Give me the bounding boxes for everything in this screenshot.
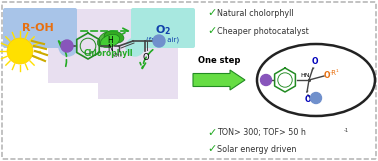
Text: One step: One step <box>198 56 240 65</box>
FancyArrow shape <box>193 70 245 90</box>
Text: ✓: ✓ <box>207 144 216 154</box>
Text: Chlorophyll: Chlorophyll <box>83 48 133 57</box>
Text: ·R¹: ·R¹ <box>329 70 339 76</box>
FancyBboxPatch shape <box>131 8 195 48</box>
Text: Cheaper photocatalyst: Cheaper photocatalyst <box>217 27 309 35</box>
Text: ✓: ✓ <box>207 26 216 36</box>
Text: O: O <box>305 95 311 104</box>
Text: O: O <box>324 71 330 80</box>
Ellipse shape <box>98 31 115 47</box>
Ellipse shape <box>101 34 119 48</box>
FancyBboxPatch shape <box>98 9 178 99</box>
FancyBboxPatch shape <box>2 2 376 159</box>
FancyBboxPatch shape <box>48 9 178 83</box>
Text: $\mathbf{O_2}$: $\mathbf{O_2}$ <box>155 23 171 37</box>
Circle shape <box>61 40 73 52</box>
FancyBboxPatch shape <box>48 9 98 99</box>
FancyBboxPatch shape <box>48 83 98 99</box>
Text: R-OH: R-OH <box>22 23 54 33</box>
Circle shape <box>126 38 144 56</box>
Text: O: O <box>312 57 318 66</box>
Circle shape <box>153 35 165 47</box>
Text: O: O <box>143 53 149 62</box>
Text: TON> 300; TOF> 50 h: TON> 300; TOF> 50 h <box>217 128 306 137</box>
Text: HN: HN <box>300 73 310 78</box>
Text: -1: -1 <box>344 128 349 133</box>
Ellipse shape <box>104 31 124 43</box>
Circle shape <box>260 75 271 85</box>
Text: (from air): (from air) <box>146 37 180 43</box>
Circle shape <box>310 93 322 104</box>
Ellipse shape <box>257 44 375 116</box>
Circle shape <box>7 38 33 64</box>
Text: H
N: H N <box>107 36 113 53</box>
Text: ✓: ✓ <box>207 128 216 138</box>
Text: ✓: ✓ <box>207 8 216 18</box>
Text: Solar energy driven: Solar energy driven <box>217 145 296 153</box>
Text: Natural cholorphyll: Natural cholorphyll <box>217 9 294 18</box>
FancyBboxPatch shape <box>3 8 77 48</box>
Circle shape <box>59 38 77 56</box>
Text: CH₃: CH₃ <box>113 53 123 58</box>
